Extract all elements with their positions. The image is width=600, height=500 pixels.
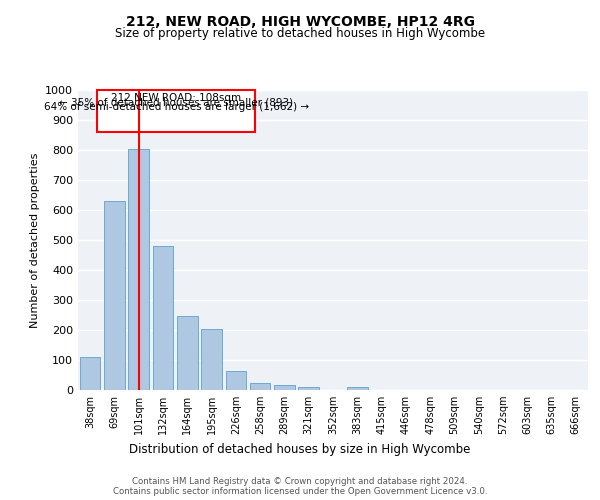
Text: Contains HM Land Registry data © Crown copyright and database right 2024.: Contains HM Land Registry data © Crown c… [132, 478, 468, 486]
Bar [347, 387, 368, 390]
Bar [152, 246, 173, 390]
Bar [274, 384, 295, 390]
Text: 212, NEW ROAD, HIGH WYCOMBE, HP12 4RG: 212, NEW ROAD, HIGH WYCOMBE, HP12 4RG [125, 15, 475, 29]
Text: 64% of semi-detached houses are larger (1,662) →: 64% of semi-detached houses are larger (… [44, 102, 309, 112]
Text: ← 35% of detached houses are smaller (893): ← 35% of detached houses are smaller (89… [59, 98, 293, 108]
Y-axis label: Number of detached properties: Number of detached properties [29, 152, 40, 328]
Bar [177, 316, 197, 390]
Bar [104, 201, 125, 390]
Bar [201, 328, 222, 390]
FancyBboxPatch shape [97, 90, 255, 132]
Text: 212 NEW ROAD: 108sqm: 212 NEW ROAD: 108sqm [111, 93, 241, 103]
Bar [80, 357, 100, 390]
Bar [128, 148, 149, 390]
Bar [250, 382, 271, 390]
Text: Contains public sector information licensed under the Open Government Licence v3: Contains public sector information licen… [113, 488, 487, 496]
Text: Distribution of detached houses by size in High Wycombe: Distribution of detached houses by size … [130, 442, 470, 456]
Bar [226, 371, 246, 390]
Text: Size of property relative to detached houses in High Wycombe: Size of property relative to detached ho… [115, 28, 485, 40]
Bar [298, 387, 319, 390]
